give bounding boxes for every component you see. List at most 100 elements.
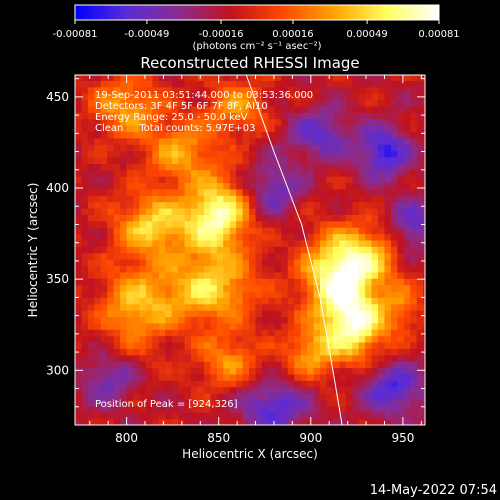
heatmap-cell <box>236 118 244 126</box>
heatmap-cell <box>210 75 218 81</box>
heatmap-cell <box>378 405 385 413</box>
heatmap-cell <box>300 182 308 190</box>
heatmap-cell <box>397 418 405 425</box>
heatmap-cell <box>133 176 140 184</box>
heatmap-cell <box>378 118 385 126</box>
heatmap-cell <box>158 303 166 311</box>
heatmap-cell <box>242 239 250 247</box>
heatmap-cell <box>326 418 334 425</box>
heatmap-cell <box>145 99 153 107</box>
heatmap-cell <box>261 105 269 113</box>
heatmap-cell <box>281 86 289 94</box>
heatmap-cell <box>274 182 282 190</box>
heatmap-cell <box>287 157 295 164</box>
heatmap-cell <box>145 93 153 101</box>
heatmap-cell <box>107 303 115 311</box>
heatmap-cell <box>313 316 321 324</box>
heatmap-cell <box>300 99 308 107</box>
heatmap-cell <box>378 310 385 318</box>
heatmap-cell <box>281 163 289 171</box>
heatmap-cell <box>397 195 405 203</box>
heatmap-cell <box>249 316 257 324</box>
heatmap-cell <box>332 239 340 247</box>
heatmap-cell <box>229 195 237 203</box>
heatmap-cell <box>81 99 89 107</box>
heatmap-cell <box>178 201 186 209</box>
heatmap-cell <box>261 227 269 235</box>
heatmap-cell <box>339 227 347 235</box>
heatmap-cell <box>397 112 405 120</box>
heatmap-cell <box>352 399 360 407</box>
heatmap-cell <box>120 227 128 235</box>
heatmap-cell <box>107 367 115 375</box>
heatmap-cell <box>81 412 89 420</box>
heatmap-cell <box>223 131 231 139</box>
heatmap-cell <box>191 239 198 247</box>
heatmap-cell <box>326 335 334 343</box>
heatmap-cell <box>184 208 192 215</box>
heatmap-cell <box>81 246 89 254</box>
heatmap-cell <box>255 208 263 215</box>
heatmap-cell <box>171 252 179 260</box>
heatmap-cell <box>152 157 160 164</box>
heatmap-cell <box>294 259 302 266</box>
heatmap-cell <box>107 386 115 394</box>
heatmap-cell <box>165 278 173 286</box>
heatmap-cell <box>236 354 244 362</box>
heatmap-cell <box>75 265 82 273</box>
heatmap-cell <box>178 80 186 88</box>
heatmap-cell <box>75 367 82 375</box>
heatmap-cell <box>358 150 366 158</box>
heatmap-cell <box>158 112 166 120</box>
heatmap-cell <box>287 112 295 120</box>
heatmap-cell <box>397 144 405 152</box>
heatmap-cell <box>326 80 334 88</box>
heatmap-cell <box>423 137 425 145</box>
heatmap-cell <box>81 342 89 349</box>
heatmap-cell <box>236 380 244 388</box>
heatmap-cell <box>100 220 108 228</box>
heatmap-cell <box>326 182 334 190</box>
heatmap-cell <box>371 131 379 139</box>
heatmap-cell <box>184 380 192 388</box>
heatmap-cell <box>236 386 244 394</box>
heatmap-cell <box>287 214 295 222</box>
heatmap-cell <box>133 182 140 190</box>
heatmap-cell <box>339 354 347 362</box>
heatmap-cell <box>365 361 373 369</box>
heatmap-cell <box>332 271 340 279</box>
heatmap-cell <box>126 201 134 209</box>
heatmap-cell <box>255 144 263 152</box>
heatmap-cell <box>339 75 347 81</box>
heatmap-cell <box>133 265 140 273</box>
heatmap-cell <box>178 316 186 324</box>
heatmap-cell <box>287 118 295 126</box>
heatmap-cell <box>281 252 289 260</box>
heatmap-cell <box>300 322 308 330</box>
heatmap-cell <box>216 361 224 369</box>
heatmap-cell <box>145 125 153 133</box>
heatmap-cell <box>320 405 327 413</box>
heatmap-cell <box>87 105 95 113</box>
heatmap-cell <box>281 278 289 286</box>
heatmap-cell <box>158 105 166 113</box>
heatmap-cell <box>416 176 424 184</box>
heatmap-cell <box>313 144 321 152</box>
heatmap-cell <box>171 303 179 311</box>
heatmap-cell <box>197 373 205 381</box>
heatmap-cell <box>191 144 198 152</box>
heatmap-cell <box>191 335 198 343</box>
heatmap-cell <box>403 239 411 247</box>
heatmap-cell <box>75 201 82 209</box>
heatmap-cell <box>152 405 160 413</box>
heatmap-cell <box>423 316 425 324</box>
heatmap-cell <box>339 188 347 196</box>
heatmap-cell <box>274 118 282 126</box>
heatmap-cell <box>339 303 347 311</box>
heatmap-cell <box>94 125 102 133</box>
heatmap-cell <box>423 233 425 241</box>
heatmap-cell <box>268 303 276 311</box>
heatmap-cell <box>397 278 405 286</box>
heatmap-cell <box>197 220 205 228</box>
heatmap-cell <box>113 291 121 298</box>
